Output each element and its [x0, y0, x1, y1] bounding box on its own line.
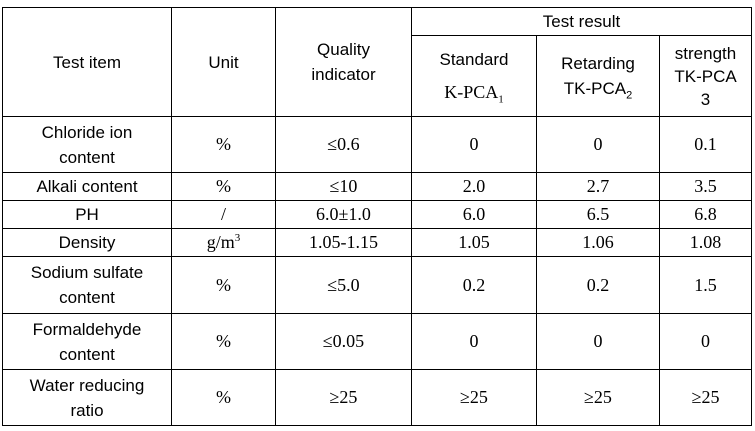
- row-unit: %: [171, 172, 276, 201]
- header-col1-line1: Standard: [439, 50, 509, 69]
- row-unit: %: [171, 116, 276, 173]
- header-row-2: Standard K-PCA1 Retarding TK-PCA2 streng…: [3, 35, 753, 117]
- row-value-strength: 0: [658, 313, 753, 370]
- header-test-item: Test item: [2, 7, 172, 117]
- header-col3-line2: TK-PCA: [674, 66, 737, 86]
- row-value-standard: 6.0: [411, 200, 537, 229]
- table-row: Formaldehyde content % ≤0.05 0 0 0: [2, 313, 753, 370]
- row-item-line1: Formaldehyde: [32, 319, 142, 339]
- row-value-standard: 0.2: [411, 256, 537, 314]
- row-indicator: ≤0.05: [275, 313, 412, 370]
- header-unit: Unit: [171, 7, 276, 117]
- header-col2-sub: 2: [626, 89, 633, 102]
- row-value-standard: ≥25: [411, 369, 537, 426]
- row-value-retarding: 2.7: [536, 172, 660, 201]
- table-row: Chloride ion content % ≤0.6 0 0 0.1: [2, 116, 753, 173]
- row-unit: %: [171, 313, 276, 370]
- row-item-line1: Density: [58, 233, 116, 252]
- header-col-standard: Standard K-PCA1: [411, 35, 537, 117]
- row-value-standard: 0: [411, 116, 537, 173]
- row-unit-sup: 3: [234, 232, 241, 244]
- row-test-item: Water reducing ratio: [2, 369, 172, 426]
- header-col-retarding: Retarding TK-PCA2: [536, 35, 660, 117]
- header-row-1: Test item Unit Quality indicator Test re…: [2, 7, 753, 117]
- row-item-line1: PH: [75, 205, 99, 224]
- table-row: Water reducing ratio % ≥25 ≥25 ≥25 ≥25: [2, 369, 753, 426]
- row-item-line1: Sodium sulfate: [30, 263, 144, 282]
- row-item-line2: ratio: [70, 400, 104, 420]
- row-test-item: Alkali content: [2, 172, 172, 201]
- header-col-strength: strength TK-PCA 3: [658, 35, 753, 117]
- header-quality-line2: indicator: [311, 65, 376, 84]
- header-col2-line1: Retarding: [561, 54, 635, 73]
- header-col2-line2: TK-PCA: [563, 79, 627, 98]
- row-unit-base: g/m: [206, 232, 235, 252]
- header-col1-sub: 1: [498, 93, 504, 106]
- header-test-result-label: Test result: [542, 12, 621, 31]
- row-item-line1: Water reducing: [29, 375, 145, 395]
- row-value-standard: 1.05: [411, 228, 537, 257]
- row-item-line1: Chloride ion: [41, 122, 133, 142]
- row-item-line2: content: [59, 344, 115, 364]
- row-indicator: ≥25: [275, 369, 412, 426]
- row-test-item: Sodium sulfate content: [2, 256, 172, 314]
- table-row: Sodium sulfate content % ≤5.0 0.2 0.2 1.…: [2, 256, 753, 314]
- header-col3-line1: strength: [674, 43, 737, 63]
- row-indicator: ≤10: [275, 172, 412, 201]
- header-col3-line3: 3: [700, 89, 711, 109]
- row-value-retarding: 0: [536, 313, 660, 370]
- row-value-strength: 0.1: [658, 116, 753, 173]
- row-test-item: Chloride ion content: [2, 116, 172, 173]
- header-col1-line2: K-PCA: [444, 82, 499, 102]
- row-indicator: ≤0.6: [275, 116, 412, 173]
- table-row: Alkali content % ≤10 2.0 2.7 3.5: [2, 172, 753, 201]
- row-value-retarding: 0: [536, 116, 660, 173]
- row-indicator: ≤5.0: [275, 256, 412, 314]
- row-test-item: Density: [2, 228, 172, 257]
- row-unit: %: [171, 369, 276, 426]
- row-value-standard: 0: [411, 313, 537, 370]
- header-quality-line1: Quality: [317, 40, 370, 59]
- test-results-table: Test item Unit Quality indicator Test re…: [2, 7, 753, 426]
- header-test-item-label: Test item: [52, 52, 122, 72]
- row-value-strength: 1.5: [658, 256, 753, 314]
- row-unit: /: [171, 200, 276, 229]
- row-value-strength: 3.5: [658, 172, 753, 201]
- header-unit-label: Unit: [208, 52, 239, 72]
- row-indicator: 6.0±1.0: [275, 200, 412, 229]
- row-item-line2: content: [59, 147, 115, 167]
- row-unit: g/m3: [171, 228, 276, 257]
- header-quality-indicator: Quality indicator: [275, 7, 412, 117]
- row-value-retarding: 6.5: [536, 200, 660, 229]
- row-value-strength: ≥25: [658, 369, 753, 426]
- table-row: PH / 6.0±1.0 6.0 6.5 6.8: [2, 200, 753, 229]
- row-test-item: Formaldehyde content: [2, 313, 172, 370]
- row-item-line1: Alkali content: [36, 177, 138, 196]
- row-test-item: PH: [2, 200, 172, 229]
- row-value-strength: 6.8: [658, 200, 753, 229]
- row-indicator: 1.05-1.15: [275, 228, 412, 257]
- row-item-line2: content: [59, 288, 115, 307]
- header-test-result: Test result: [410, 7, 753, 36]
- row-value-strength: 1.08: [658, 228, 753, 257]
- table-row: Density g/m3 1.05-1.15 1.05 1.06 1.08: [2, 228, 753, 257]
- row-value-retarding: 0.2: [536, 256, 660, 314]
- row-value-standard: 2.0: [411, 172, 537, 201]
- row-value-retarding: ≥25: [536, 369, 660, 426]
- row-unit: %: [171, 256, 276, 314]
- row-value-retarding: 1.06: [536, 228, 660, 257]
